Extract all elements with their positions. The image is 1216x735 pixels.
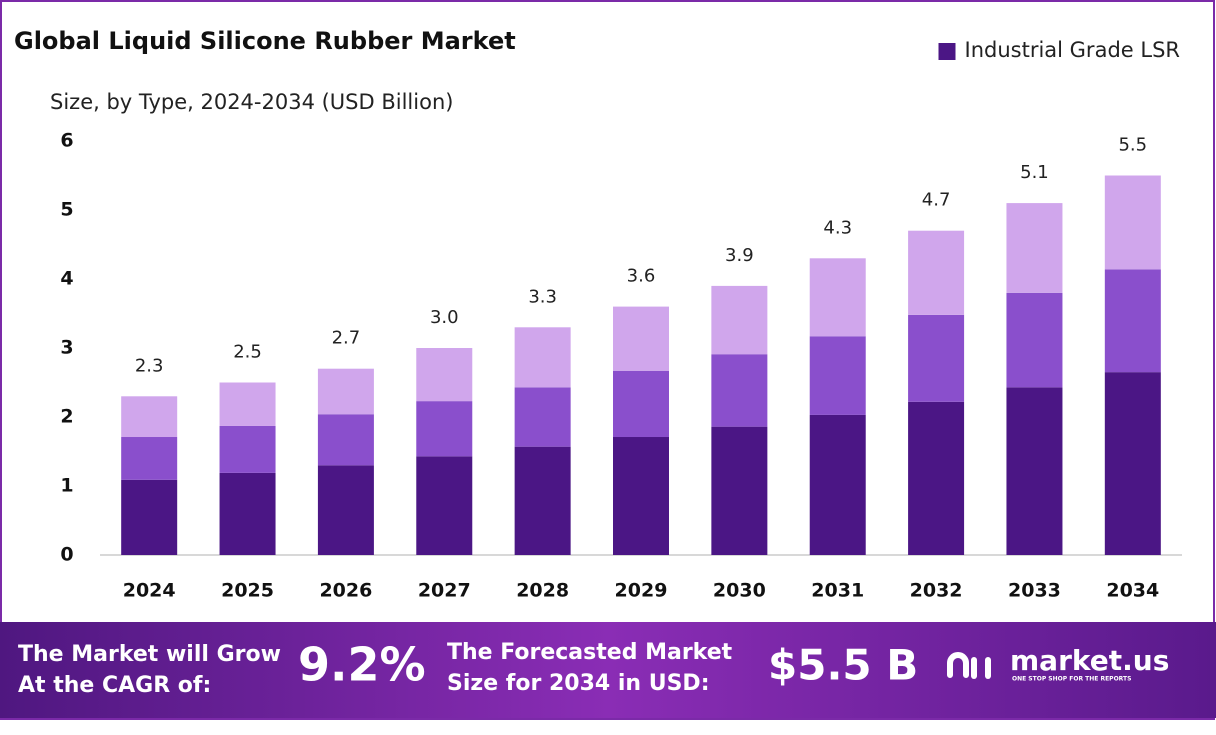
bar-segment [317,368,374,415]
footer-banner [0,622,1216,718]
total-label: 5.5 [1118,135,1147,156]
bar-segment [1006,292,1063,388]
y-tick-label: 6 [60,130,73,152]
x-tick-label: 2030 [713,580,766,602]
x-tick-label: 2028 [516,580,569,602]
x-tick-label: 2027 [418,580,471,602]
bar-segment [1104,372,1161,555]
bar-segment [514,327,571,388]
bar-segment [219,382,276,426]
y-tick-label: 1 [60,475,73,497]
total-label: 3.6 [627,266,656,287]
total-label: 2.7 [332,328,361,349]
bar-segment [416,456,473,555]
bar-segment [317,414,374,466]
bar-segment [809,258,866,337]
bar-segment [1104,269,1161,373]
bar-segment [121,396,178,438]
total-label: 5.1 [1020,162,1049,183]
x-tick-label: 2026 [319,580,372,602]
logo-icon [947,652,991,679]
footer-cagr: 9.2% [298,638,426,692]
bar-segment [514,446,571,555]
footer-size: $5.5 B [768,641,918,690]
bar-segment [908,314,965,402]
logo-tagline: ONE STOP SHOP FOR THE REPORTS [1012,676,1131,683]
x-tick-label: 2024 [123,580,176,602]
bar-segment [416,348,473,402]
x-tick-label: 2032 [910,580,963,602]
chart-title: Global Liquid Silicone Rubber Market [14,27,516,55]
bar-segment [514,387,571,447]
bar-segment [809,414,866,555]
bar-segment [121,437,178,480]
chart-subtitle: Size, by Type, 2024-2034 (USD Billion) [50,90,453,114]
total-label: 2.5 [233,342,262,363]
bar-segment [1104,175,1161,270]
bar-segment [809,336,866,415]
bar-segment [711,354,768,427]
bar-segment [613,306,669,371]
total-label: 4.3 [823,217,852,238]
bar-segment [219,425,276,473]
bar-segment [1006,203,1063,293]
y-tick-label: 3 [60,337,73,359]
total-label: 3.9 [725,245,754,266]
total-label: 3.3 [528,286,557,307]
total-label: 2.3 [135,355,164,376]
x-tick-label: 2033 [1008,580,1061,602]
legend-label: Industrial Grade LSR [965,38,1181,62]
bar-segment [219,472,276,555]
bar-segment [613,437,669,555]
bar-segment [711,426,768,555]
x-tick-label: 2029 [615,580,668,602]
logo-text: market.us [1010,644,1169,677]
bar-segment [317,465,374,555]
bar-segment [908,401,965,555]
y-tick-label: 4 [60,268,73,290]
bar-segment [416,401,473,457]
legend: Industrial Grade LSR [938,38,1181,62]
bar-segment [1006,387,1063,555]
footer-text: The Forecasted Market [447,640,733,665]
x-tick-label: 2025 [221,580,274,602]
x-tick-label: 2034 [1106,580,1159,602]
bar-segment [613,370,669,438]
total-label: 3.0 [430,307,459,328]
legend-swatch [938,43,956,60]
bar-segment [121,479,178,555]
bar-segment [711,285,768,355]
footer-text: At the CAGR of: [18,673,211,698]
y-tick-label: 5 [60,199,73,221]
y-tick-label: 2 [60,406,73,428]
y-tick-label: 0 [60,544,73,566]
bar-segment [908,230,965,315]
footer-text: The Market will Grow [18,642,281,667]
x-tick-label: 2031 [811,580,864,602]
total-label: 4.7 [922,190,951,211]
footer-text: Size for 2034 in USD: [447,671,710,696]
